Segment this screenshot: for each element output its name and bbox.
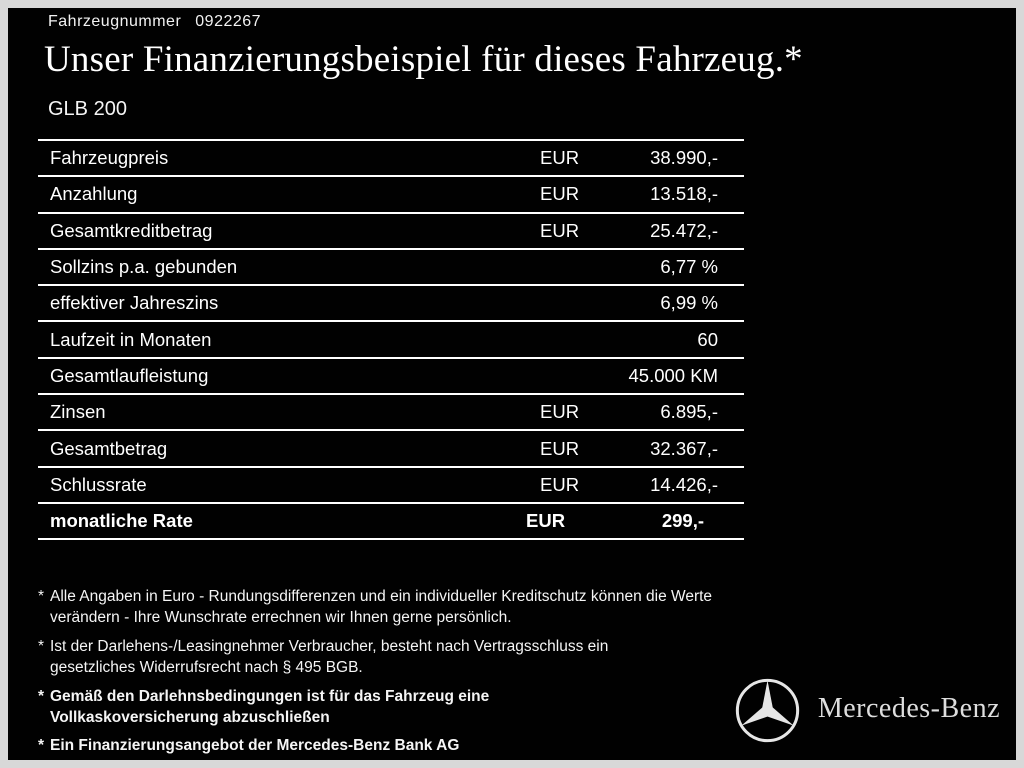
row-label: Gesamtkreditbetrag bbox=[50, 219, 213, 241]
footnote-text: Alle Angaben in Euro - Rundungsdifferenz… bbox=[50, 588, 713, 627]
brand-logo: Mercedes-Benz bbox=[734, 677, 1000, 744]
row-value: 6,99 % bbox=[660, 292, 718, 314]
vehicle-number-label: Fahrzeugnummer bbox=[48, 13, 182, 30]
footnotes: * Alle Angaben in Euro - Rundungsdiffere… bbox=[38, 586, 754, 760]
row-value: EUR 13.518,- bbox=[540, 183, 718, 205]
row-label: Schlussrate bbox=[50, 473, 147, 495]
footnote-text: Gemäß den Darlehnsbedingungen ist für da… bbox=[50, 687, 490, 726]
row-label: Fahrzeugpreis bbox=[50, 147, 169, 169]
row-value: EUR 32.367,- bbox=[540, 437, 718, 459]
row-label: Laufzeit in Monaten bbox=[50, 328, 212, 350]
financing-page: Fahrzeugnummer 0922267 Unser Finanzierun… bbox=[8, 8, 1016, 760]
row-value: EUR 6.895,- bbox=[540, 401, 718, 423]
vehicle-number: Fahrzeugnummer 0922267 bbox=[48, 13, 261, 31]
footnote-marker: * bbox=[38, 687, 45, 705]
row-label: Zinsen bbox=[50, 401, 106, 423]
table-row: Schlussrate EUR 14.426,- bbox=[38, 465, 744, 502]
table-row: Anzahlung EUR 13.518,- bbox=[38, 175, 744, 211]
row-value: EUR 299,- bbox=[526, 510, 704, 532]
mercedes-star-icon bbox=[735, 678, 799, 743]
footnote: * Gemäß den Darlehnsbedingungen ist für … bbox=[38, 686, 754, 729]
footnote-marker: * bbox=[38, 588, 45, 605]
table-row: effektiver Jahreszins 6,99 % bbox=[38, 284, 744, 320]
row-label: effektiver Jahreszins bbox=[50, 292, 219, 314]
footnote-marker: * bbox=[38, 737, 45, 755]
footnote-text: Ein Finanzierungsangebot der Mercedes-Be… bbox=[50, 737, 460, 755]
table-row: Zinsen EUR 6.895,- bbox=[38, 393, 744, 429]
row-value: EUR 25.472,- bbox=[540, 219, 718, 241]
row-label: Gesamtbetrag bbox=[50, 437, 168, 459]
financing-table: Fahrzeugpreis EUR 38.990,- Anzahlung EUR 1… bbox=[38, 139, 744, 541]
footnote-text: Ist der Darlehens-/Leasingnehmer Verbrau… bbox=[50, 637, 609, 677]
table-row-monthly-rate: monatliche Rate EUR 299,- bbox=[38, 501, 744, 538]
row-label: Anzahlung bbox=[50, 183, 138, 205]
row-value: EUR 38.990,- bbox=[540, 147, 718, 169]
table-row: Fahrzeugpreis EUR 38.990,- bbox=[38, 139, 744, 175]
footnote: * Alle Angaben in Euro - Rundungsdiffere… bbox=[38, 586, 754, 629]
row-label: Sollzins p.a. gebunden bbox=[50, 256, 238, 278]
vehicle-model: GLB 200 bbox=[48, 98, 127, 120]
footnote-marker: * bbox=[38, 637, 45, 655]
footnote: * Ein Finanzierungsangebot der Mercedes-… bbox=[38, 735, 754, 756]
row-label: Gesamtlaufleistung bbox=[50, 364, 209, 386]
footnote: * Ist der Darlehens-/Leasingnehmer Verbr… bbox=[38, 636, 754, 679]
page-title: Unser Finanzierungsbeispiel für dieses F… bbox=[44, 39, 803, 80]
row-value: 45.000 KM bbox=[628, 364, 718, 386]
table-row: Laufzeit in Monaten 60 bbox=[38, 320, 744, 356]
table-row: Gesamtbetrag EUR 32.367,- bbox=[38, 429, 744, 465]
row-value: EUR 14.426,- bbox=[540, 473, 718, 495]
row-value: 6,77 % bbox=[660, 256, 718, 278]
brand-name: Mercedes-Benz bbox=[817, 692, 1000, 724]
table-row: Gesamtkreditbetrag EUR 25.472,- bbox=[38, 211, 744, 248]
vehicle-number-value: 0922267 bbox=[195, 13, 262, 30]
table-row: Sollzins p.a. gebunden 6,77 % bbox=[38, 247, 744, 284]
row-value: 60 bbox=[697, 328, 718, 350]
table-row: Gesamtlaufleistung 45.000 KM bbox=[38, 356, 744, 393]
row-label: monatliche Rate bbox=[50, 510, 193, 532]
